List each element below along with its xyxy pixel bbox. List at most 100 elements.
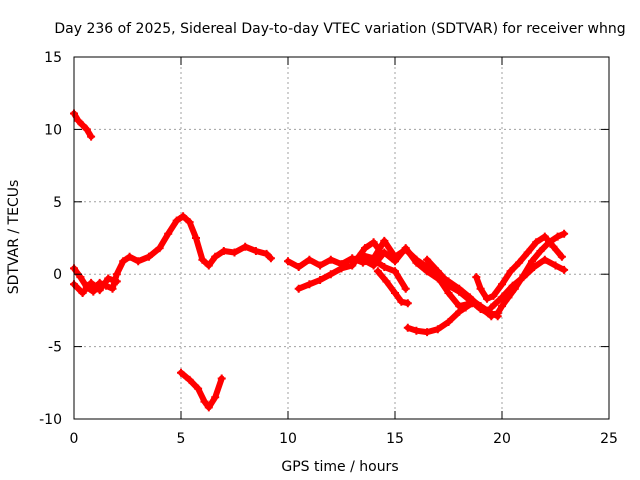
series-trace-9 [373, 267, 412, 308]
data-point [82, 125, 91, 134]
data-point [401, 245, 410, 254]
data-point [412, 326, 421, 335]
data-point [87, 278, 96, 287]
data-point [219, 247, 228, 255]
data-point [134, 257, 143, 266]
data-point [251, 247, 260, 255]
data-point [412, 255, 421, 264]
data-point [461, 303, 470, 312]
data-point [89, 287, 98, 296]
series-trace-4 [177, 368, 226, 412]
data-point [560, 229, 569, 238]
data-point [230, 248, 239, 257]
data-point [532, 238, 541, 247]
series-trace-1 [70, 109, 96, 141]
x-tick-label: 5 [177, 431, 186, 447]
data-point [78, 289, 87, 297]
data-point [403, 323, 412, 332]
data-point [382, 277, 391, 286]
data-point [266, 254, 275, 263]
data-point [506, 267, 515, 276]
data-point [530, 263, 539, 271]
x-tick-label: 25 [600, 431, 618, 447]
data-point [316, 276, 325, 284]
data-point [553, 232, 562, 241]
data-point [487, 303, 496, 312]
data-point [108, 284, 117, 293]
series-trace-10 [403, 261, 476, 337]
data-point [401, 284, 410, 293]
data-point [172, 216, 181, 225]
data-point [476, 284, 485, 293]
data-point [185, 218, 194, 227]
data-point [294, 263, 303, 271]
data-point [498, 293, 506, 302]
data-point [74, 116, 83, 125]
data-point [403, 299, 412, 308]
data-point [305, 255, 314, 264]
data-point [87, 132, 96, 141]
data-point [498, 280, 506, 289]
data-point [444, 318, 453, 326]
data-point [433, 267, 442, 276]
chart-title: Day 236 of 2025, Sidereal Day-to-day VTE… [54, 21, 625, 37]
y-tick-label: 15 [44, 50, 62, 66]
series-trace-13 [487, 255, 569, 312]
data-point [241, 242, 250, 251]
grid-lines [74, 57, 609, 419]
series-trace-5 [284, 254, 410, 293]
data-point [380, 236, 389, 245]
y-tick-label: 0 [53, 267, 62, 283]
data-point [185, 375, 194, 384]
data-point [369, 261, 378, 270]
data-point [155, 244, 164, 253]
series-trace-2 [70, 212, 275, 296]
data-point [540, 255, 549, 264]
data-point [284, 257, 292, 266]
data-point [361, 244, 369, 253]
data-point [498, 302, 506, 311]
data-point [515, 258, 524, 267]
series-line [473, 233, 565, 302]
data-point [211, 393, 220, 402]
data-point [444, 278, 453, 287]
y-tick-label: 10 [44, 122, 62, 138]
y-axis-label: SDTVAR / TECUs [6, 180, 22, 295]
data-point [262, 249, 271, 258]
y-tick-label: -5 [48, 340, 62, 356]
data-point [95, 286, 104, 295]
data-point [508, 281, 517, 290]
data-point [397, 297, 406, 306]
data-point [391, 252, 399, 261]
y-tick-label: 5 [53, 195, 62, 211]
data-point [487, 310, 496, 319]
data-point [337, 264, 346, 273]
data-point [423, 255, 432, 264]
data-point [380, 263, 389, 271]
data-point [78, 121, 87, 130]
x-tick-label: 10 [279, 431, 297, 447]
data-point [177, 368, 185, 377]
data-point [483, 294, 491, 303]
data-point [369, 238, 378, 247]
data-point [112, 277, 121, 286]
data-point [391, 267, 399, 276]
data-point [528, 257, 536, 266]
data-point [112, 270, 121, 279]
data-point [144, 252, 153, 261]
x-axis-label: GPS time / hours [281, 459, 398, 475]
data-point [455, 287, 464, 296]
series-trace-12 [472, 232, 566, 303]
data-point [540, 232, 549, 241]
x-tick-label: 20 [493, 431, 511, 447]
data-point [200, 397, 209, 406]
data-point [316, 261, 325, 270]
data-point [391, 289, 399, 297]
data-point [523, 248, 532, 257]
data-point [204, 403, 213, 412]
data-point [465, 296, 474, 305]
data-point [119, 257, 128, 266]
series-line [295, 239, 383, 292]
data-point [536, 247, 545, 255]
y-tick-label: -10 [39, 412, 62, 428]
